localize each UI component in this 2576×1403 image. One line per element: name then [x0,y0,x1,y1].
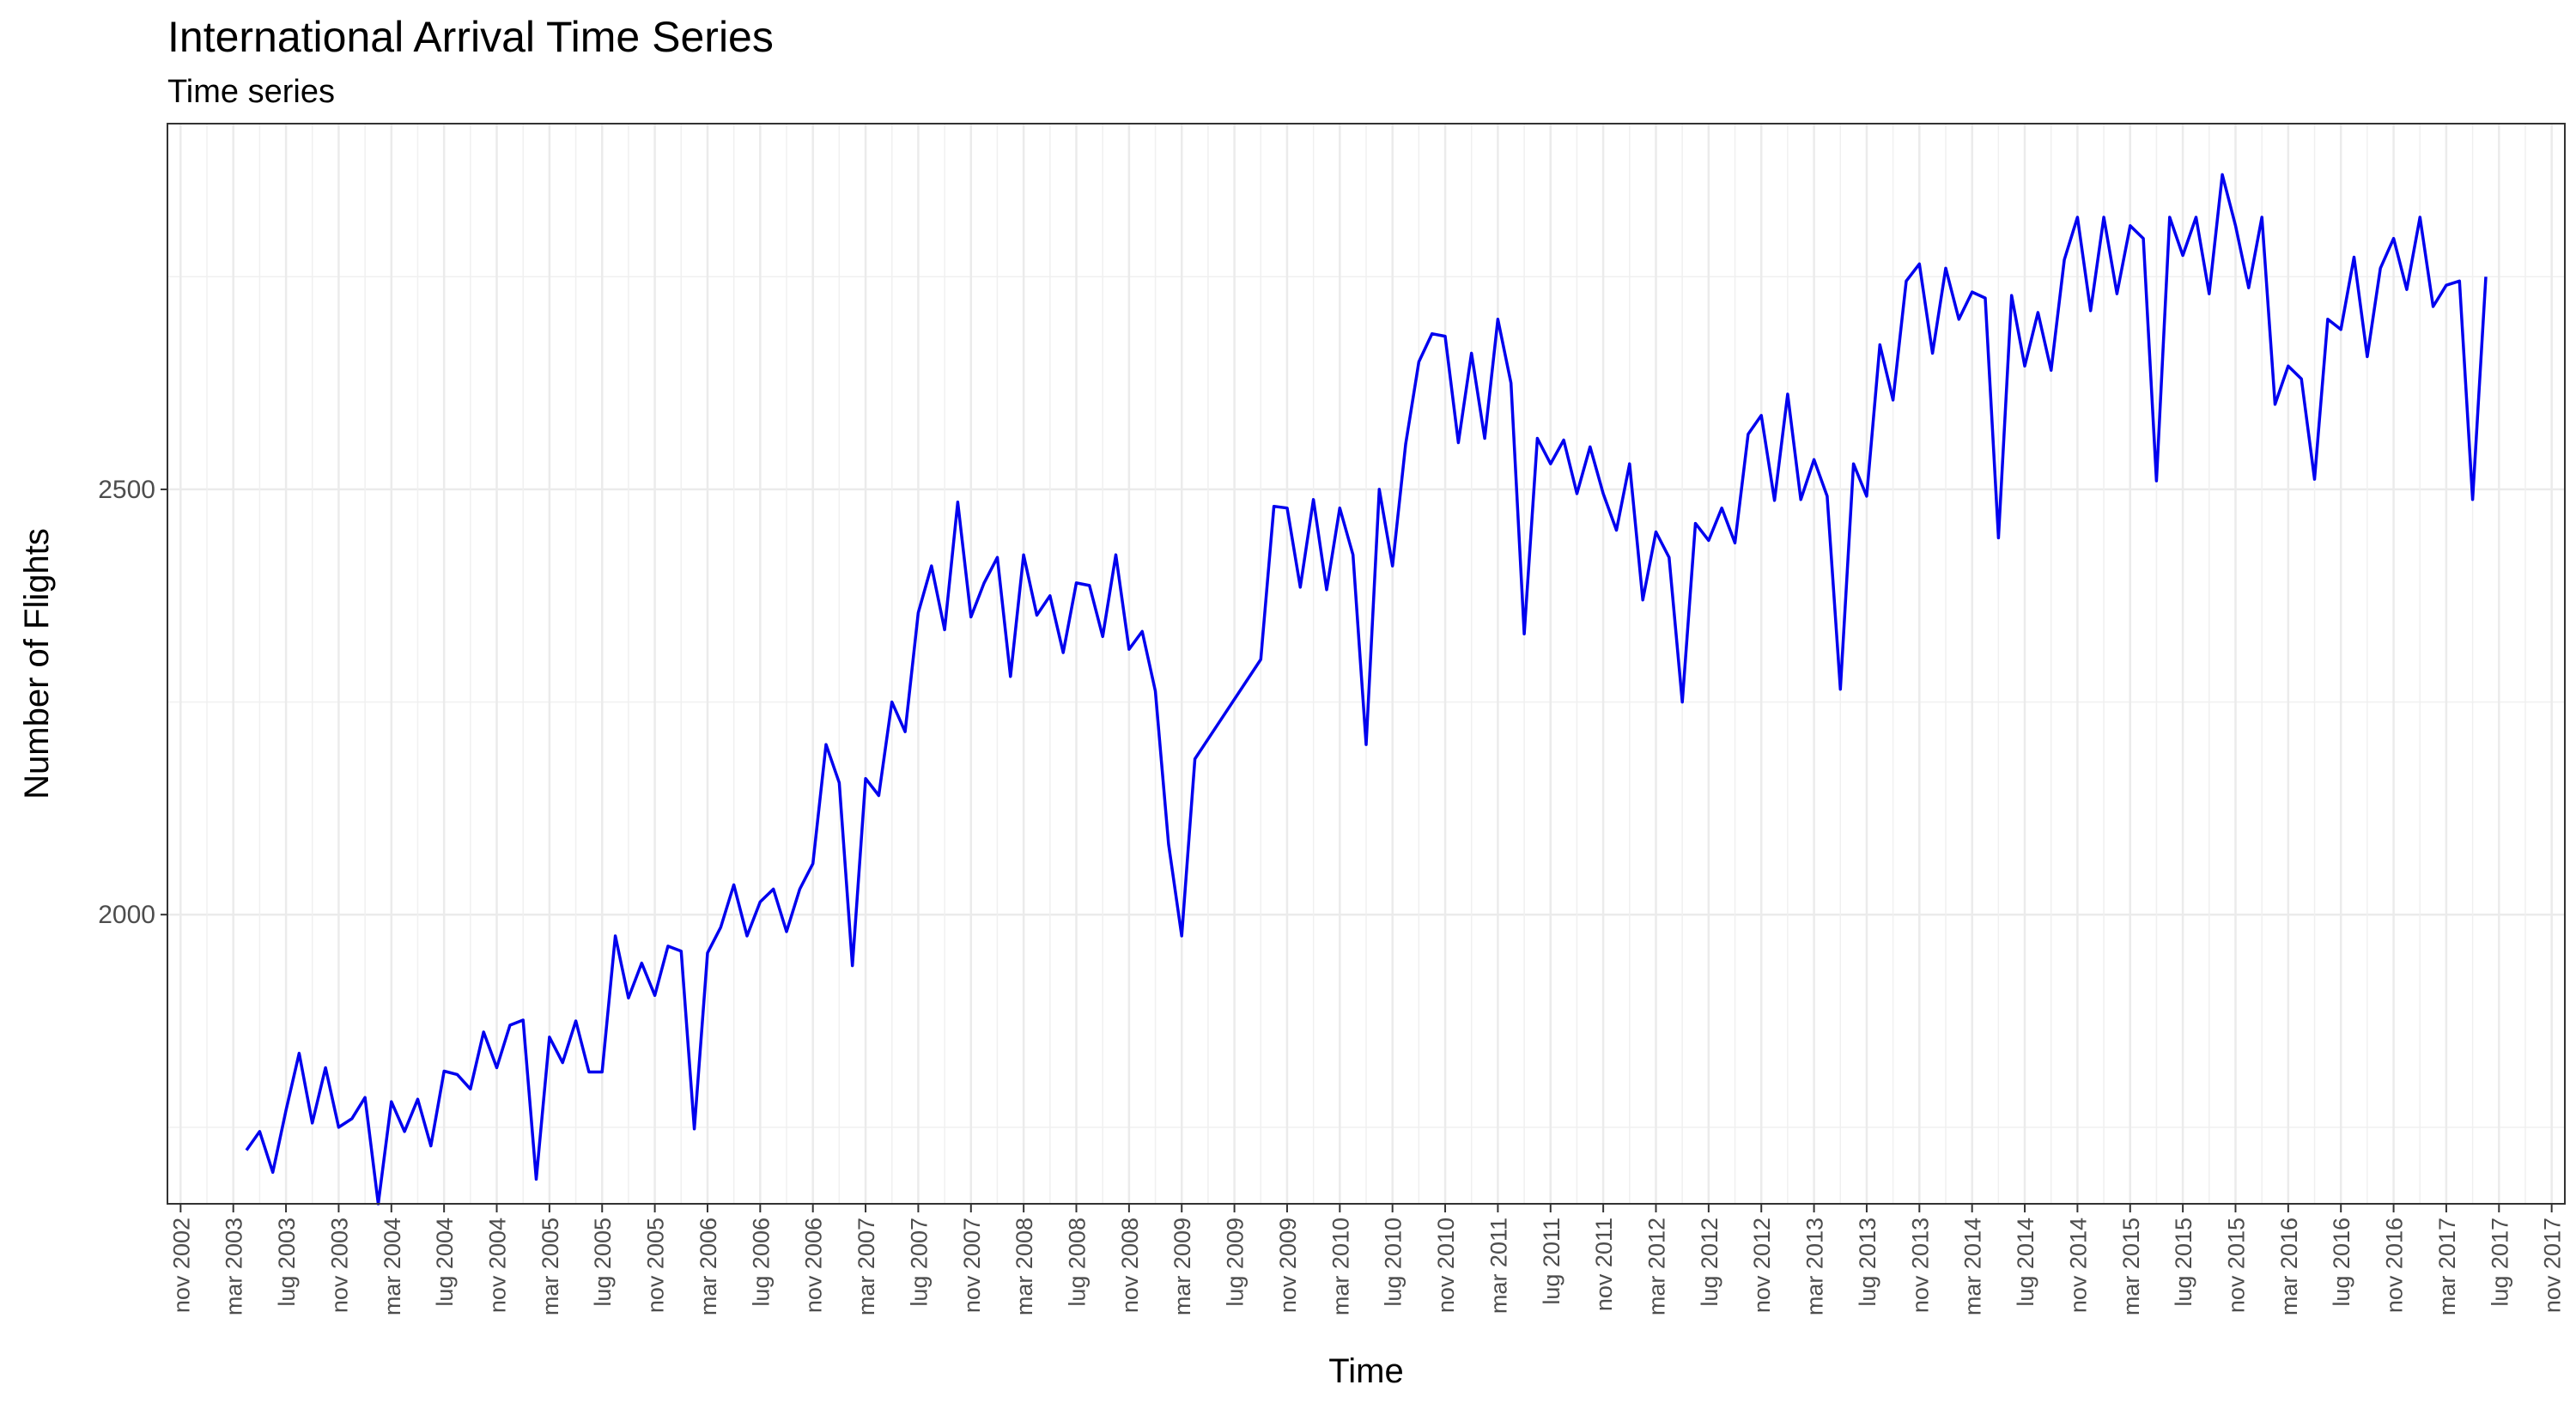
grid-layer [167,124,2565,1204]
x-tick-label: nov 2003 [326,1218,352,1313]
x-tick-label: lug 2016 [2329,1218,2354,1307]
x-tick-label: lug 2013 [1855,1218,1880,1307]
x-tick-label: nov 2015 [2223,1218,2249,1313]
x-tick-label: lug 2004 [432,1218,458,1307]
x-tick-label: lug 2010 [1381,1218,1406,1307]
x-tick-label: mar 2008 [1012,1218,1037,1315]
x-tick-label: mar 2014 [1960,1218,1986,1315]
x-tick-label: mar 2016 [2276,1218,2302,1315]
y-axis: 2000 2500 [98,476,167,929]
x-tick-label: mar 2006 [696,1218,721,1315]
x-tick-label: nov 2012 [1749,1218,1775,1313]
x-tick-label: lug 2015 [2171,1218,2196,1307]
x-tick-label: nov 2004 [485,1218,511,1313]
x-tick-label: nov 2007 [959,1218,985,1313]
x-tick-label: nov 2016 [2382,1218,2408,1313]
chart-subtitle: Time series [167,74,335,110]
x-tick-label: mar 2005 [538,1218,563,1315]
x-tick-label: mar 2003 [222,1218,247,1315]
x-tick-label: mar 2013 [1802,1218,1828,1315]
x-tick-label: lug 2005 [590,1218,616,1307]
x-tick-label: nov 2005 [643,1218,669,1313]
x-axis-title: Time [1328,1352,1403,1390]
x-tick-label: mar 2015 [2118,1218,2144,1315]
x-tick-label: nov 2011 [1591,1218,1617,1311]
x-axis: nov 2002 mar 2003 lug 2003 nov 2003 mar 2004… [168,1204,2566,1315]
x-tick-label: nov 2017 [2540,1218,2566,1313]
x-tick-label: mar 2012 [1643,1218,1669,1315]
x-tick-label: nov 2014 [2065,1218,2091,1313]
x-tick-label: nov 2008 [1117,1218,1143,1313]
x-tick-label: nov 2013 [1907,1218,1933,1313]
series-layer [245,173,2488,1206]
x-tick-label: lug 2008 [1065,1218,1091,1307]
x-tick-label: mar 2011 [1485,1218,1511,1314]
x-tick-label: lug 2014 [2013,1218,2038,1307]
y-axis-title: Number of Flights [18,528,56,799]
x-tick-label: lug 2009 [1223,1218,1249,1307]
series-line [245,173,2488,1206]
x-tick-label: lug 2011 [1539,1218,1564,1305]
x-tick-label: lug 2012 [1697,1218,1722,1307]
x-tick-label: mar 2007 [854,1218,879,1315]
x-tick-label: mar 2009 [1170,1218,1195,1315]
y-tick-label: 2500 [98,476,155,504]
x-tick-label: mar 2004 [380,1218,405,1315]
x-tick-label: lug 2003 [274,1218,300,1307]
chart-title: International Arrival Time Series [167,13,774,61]
x-tick-label: mar 2010 [1327,1218,1353,1315]
y-tick-label: 2000 [98,901,155,929]
x-tick-label: nov 2006 [801,1218,827,1313]
panel-border [167,123,2566,1205]
x-tick-label: lug 2017 [2487,1218,2512,1307]
x-tick-label: nov 2009 [1275,1218,1301,1313]
x-tick-label: lug 2007 [906,1218,932,1307]
x-tick-label: mar 2017 [2434,1218,2460,1315]
x-tick-label: nov 2010 [1433,1218,1459,1313]
x-tick-label: nov 2002 [168,1218,194,1313]
x-tick-label: lug 2006 [748,1218,774,1307]
